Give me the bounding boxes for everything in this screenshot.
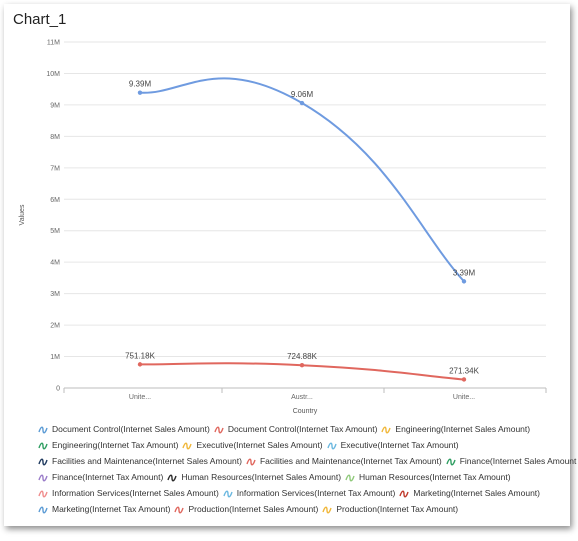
data-label: 271.34K bbox=[449, 366, 479, 375]
legend-item[interactable]: Finance(Internet Sales Amount bbox=[446, 456, 577, 466]
y-tick-label: 6M bbox=[50, 197, 60, 204]
x-axis-title: Country bbox=[293, 408, 318, 415]
legend-row: Document Control(Internet Sales Amount) D… bbox=[38, 424, 568, 440]
y-tick-label: 3M bbox=[50, 291, 60, 298]
legend-label: Marketing(Internet Sales Amount) bbox=[413, 488, 540, 498]
data-point[interactable] bbox=[299, 100, 305, 106]
legend-label: Human Resources(Internet Tax Amount) bbox=[359, 472, 511, 482]
legend-row: Information Services(Internet Sales Amou… bbox=[38, 488, 568, 504]
data-point[interactable] bbox=[461, 279, 467, 284]
line-series-icon bbox=[322, 506, 333, 514]
legend-item[interactable]: Executive(Internet Sales Amount) bbox=[182, 440, 323, 450]
y-tick-label: 11M bbox=[47, 40, 60, 47]
line-series-icon bbox=[38, 474, 48, 482]
legend-row: Engineering(Internet Tax Amount) Executiv… bbox=[38, 440, 568, 456]
line-series-icon bbox=[345, 474, 355, 482]
legend-label: Information Services(Internet Sales Amou… bbox=[52, 488, 219, 498]
legend-label: Executive(Internet Tax Amount) bbox=[340, 440, 459, 450]
y-tick-label: 5M bbox=[50, 228, 60, 235]
line-series-icon bbox=[246, 458, 256, 466]
y-tick-label: 0 bbox=[56, 386, 60, 393]
y-tick-label: 1M bbox=[50, 354, 60, 361]
legend-item[interactable]: Engineering(Internet Tax Amount) bbox=[38, 440, 178, 450]
legend-item[interactable]: Executive(Internet Tax Amount) bbox=[326, 440, 459, 450]
legend-row: Finance(Internet Tax Amount) Human Resour… bbox=[38, 472, 568, 488]
data-point[interactable] bbox=[137, 362, 143, 367]
legend-item[interactable]: Production(Internet Sales Amount) bbox=[174, 504, 318, 514]
legend-label: Facilities and Maintenance(Internet Tax … bbox=[259, 456, 442, 466]
chart-card: Chart_1 0 1M 2M 3M 4M 5M 6M 7M 8M 9M 10M 11M Unite..… bbox=[4, 4, 576, 526]
legend-label: Facilities and Maintenance(Internet Sale… bbox=[52, 456, 242, 466]
legend-item[interactable]: Engineering(Internet Sales Amount) bbox=[381, 424, 530, 434]
data-label: 751.18K bbox=[125, 351, 155, 360]
data-point[interactable] bbox=[299, 362, 305, 368]
y-tick-label: 2M bbox=[50, 323, 60, 330]
line-series-icon bbox=[38, 458, 48, 466]
y-axis-title: Values bbox=[19, 204, 26, 225]
legend-label: Marketing(Internet Tax Amount) bbox=[52, 504, 171, 514]
line-series-icon bbox=[214, 426, 224, 434]
legend-item[interactable]: Information Services(Internet Sales Amou… bbox=[38, 488, 219, 498]
line-series-icon bbox=[38, 490, 48, 498]
legend-item[interactable]: Document Control(Internet Tax Amount) bbox=[214, 424, 378, 434]
data-label: 9.06M bbox=[291, 90, 314, 99]
x-tick-label: Unite... bbox=[453, 394, 475, 401]
legend-item[interactable]: Marketing(Internet Sales Amount) bbox=[399, 488, 540, 498]
data-label: 724.88K bbox=[287, 352, 317, 361]
line-series-icon bbox=[38, 426, 48, 434]
legend-label: Production(Internet Sales Amount) bbox=[188, 504, 319, 514]
legend-item[interactable]: Information Services(Internet Tax Amount… bbox=[223, 488, 396, 498]
line-series-icon bbox=[38, 442, 48, 450]
x-tick-label: Austr... bbox=[291, 394, 313, 401]
legend-label: Document Control(Internet Tax Amount) bbox=[227, 424, 378, 434]
legend-label: Human Resources(Internet Sales Amount) bbox=[181, 472, 342, 482]
y-tick-label: 10M bbox=[46, 71, 60, 78]
legend-label: Production(Internet Tax Amount) bbox=[336, 504, 459, 514]
legend-row: Facilities and Maintenance(Internet Sale… bbox=[38, 456, 576, 472]
data-label: 3.39M bbox=[453, 268, 476, 277]
legend-item[interactable]: Document Control(Internet Sales Amount) bbox=[38, 424, 210, 434]
chart-title: Chart_1 bbox=[13, 11, 67, 28]
legend-label: Engineering(Internet Sales Amount) bbox=[395, 424, 531, 434]
legend-item[interactable]: Finance(Internet Tax Amount) bbox=[38, 472, 163, 482]
line-series-icon bbox=[381, 426, 392, 434]
y-tick-label: 9M bbox=[50, 102, 60, 109]
data-point[interactable] bbox=[461, 377, 467, 382]
chart-legend: Document Control(Internet Sales Amount) D… bbox=[38, 424, 576, 520]
y-tick-label: 7M bbox=[50, 165, 60, 172]
data-point[interactable] bbox=[137, 90, 143, 95]
legend-label: Engineering(Internet Tax Amount) bbox=[52, 440, 179, 450]
data-label: 9.39M bbox=[129, 80, 152, 89]
legend-label: Finance(Internet Tax Amount) bbox=[52, 472, 164, 482]
y-tick-label: 4M bbox=[50, 260, 60, 267]
line-series-icon bbox=[223, 490, 233, 498]
line-series-icon bbox=[182, 442, 193, 450]
legend-item[interactable]: Facilities and Maintenance(Internet Sale… bbox=[38, 456, 242, 466]
y-tick-label: 8M bbox=[50, 134, 60, 141]
legend-label: Document Control(Internet Sales Amount) bbox=[52, 424, 210, 434]
chart-plot-area: 0 1M 2M 3M 4M 5M 6M 7M 8M 9M 10M 11M Unite... Austr..… bbox=[19, 40, 547, 415]
series-line bbox=[139, 77, 465, 283]
legend-item[interactable]: Production(Internet Tax Amount) bbox=[322, 504, 458, 514]
line-series-icon bbox=[167, 474, 178, 482]
legend-item[interactable]: Human Resources(Internet Sales Amount) bbox=[167, 472, 341, 482]
line-series-icon bbox=[399, 490, 410, 498]
legend-label: Information Services(Internet Tax Amount… bbox=[236, 488, 396, 498]
legend-label: Finance(Internet Sales Amount bbox=[459, 456, 577, 466]
legend-item[interactable]: Facilities and Maintenance(Internet Tax … bbox=[246, 456, 442, 466]
line-series-icon bbox=[446, 458, 456, 466]
line-series-icon bbox=[38, 506, 48, 514]
x-tick-label: Unite... bbox=[129, 394, 151, 401]
line-series-icon bbox=[326, 442, 337, 450]
legend-row: Marketing(Internet Tax Amount) Production… bbox=[38, 504, 568, 520]
line-series-icon bbox=[174, 506, 185, 514]
legend-label: Executive(Internet Sales Amount) bbox=[196, 440, 323, 450]
legend-item[interactable]: Human Resources(Internet Tax Amount) bbox=[345, 472, 511, 482]
legend-item[interactable]: Marketing(Internet Tax Amount) bbox=[38, 504, 170, 514]
